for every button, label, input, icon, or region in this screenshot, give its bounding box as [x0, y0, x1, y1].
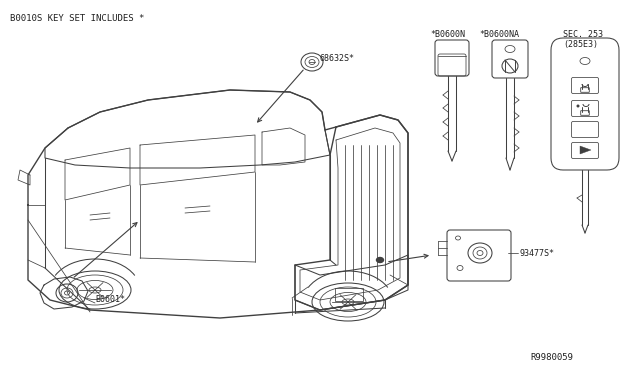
Text: B0601*: B0601* [95, 295, 125, 305]
Text: 93477S*: 93477S* [520, 248, 555, 257]
Text: 68632S*: 68632S* [320, 54, 355, 62]
Text: R9980059: R9980059 [530, 353, 573, 362]
Bar [335, 288, 363, 301]
Ellipse shape [577, 105, 579, 108]
Polygon shape [580, 146, 591, 154]
Text: SEC. 253
(285E3): SEC. 253 (285E3) [563, 30, 603, 49]
Text: *B0600N: *B0600N [430, 30, 465, 39]
Ellipse shape [376, 257, 383, 263]
Text: *B0600NA: *B0600NA [479, 30, 519, 39]
Text: B0010S KEY SET INCLUDES *: B0010S KEY SET INCLUDES * [10, 14, 145, 23]
